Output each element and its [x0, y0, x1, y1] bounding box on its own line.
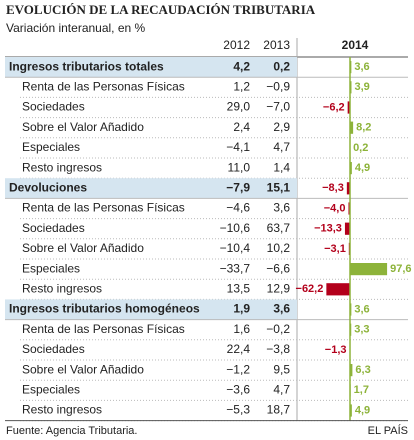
- cell: 3,6: [273, 201, 290, 215]
- cell: 18,7: [267, 403, 291, 417]
- column-header: 2014: [342, 38, 369, 52]
- row-label: Sobre el Valor Añadido: [22, 362, 144, 376]
- value-label: −4,0: [324, 202, 346, 214]
- cell: 4,2: [233, 59, 250, 73]
- cell: −5,3: [226, 403, 250, 417]
- value-label: 4,9: [355, 404, 370, 416]
- bar: [326, 283, 350, 296]
- value-label: −13,3: [314, 223, 342, 235]
- row-label: Sobre el Valor Añadido: [22, 120, 144, 134]
- section-label: Devoluciones: [9, 180, 87, 194]
- cell: 10,2: [267, 241, 291, 255]
- row-label: Resto ingresos: [22, 403, 102, 417]
- row-label: Resto ingresos: [22, 281, 102, 295]
- cell: −4,6: [226, 201, 250, 215]
- section-label: Ingresos tributarios homogéneos: [9, 302, 200, 316]
- section-band: [5, 57, 297, 78]
- cell: −10,6: [220, 221, 251, 235]
- cell: −7,9: [226, 180, 250, 194]
- section-band: [5, 178, 297, 199]
- bar: [347, 101, 350, 114]
- value-label: 3,9: [354, 81, 369, 93]
- cell: 11,0: [228, 160, 251, 174]
- cell: 3,6: [273, 302, 290, 316]
- title: EVOLUCIÓN DE LA RECAUDACIÓN TRIBUTARIA: [6, 2, 316, 17]
- row-label: Sociedades: [22, 342, 85, 356]
- row-label: Resto ingresos: [22, 160, 102, 174]
- bar: [348, 202, 350, 215]
- cell: 22,4: [227, 342, 251, 356]
- bar: [346, 182, 350, 195]
- row-label: Especiales: [22, 382, 80, 396]
- cell: −6,6: [266, 261, 290, 275]
- cell: −33,7: [220, 261, 251, 275]
- source: Fuente: Agencia Tributaria.: [6, 425, 137, 437]
- cell: 12,9: [267, 281, 291, 295]
- cell: 2,4: [233, 120, 250, 134]
- section-band: [5, 299, 297, 320]
- value-label: 3,6: [354, 61, 369, 73]
- bar: [350, 121, 354, 134]
- row-label: Renta de las Personas Físicas: [22, 79, 185, 93]
- value-label: −6,2: [323, 101, 345, 113]
- cell: 1,2: [233, 79, 250, 93]
- column-header: 2012: [223, 38, 250, 52]
- cell: −3,6: [226, 382, 250, 396]
- cell: 1,9: [233, 302, 250, 316]
- value-label: −1,3: [325, 344, 347, 356]
- value-label: 0,2: [353, 142, 368, 154]
- cell: 13,5: [227, 281, 251, 295]
- subtitle: Variación interanual, en %: [6, 21, 146, 35]
- cell: −3,8: [266, 342, 290, 356]
- value-label: 3,3: [354, 324, 369, 336]
- value-label: 3,6: [354, 303, 369, 315]
- row-label: Sociedades: [22, 221, 85, 235]
- cell: 4,7: [273, 140, 290, 154]
- cell: −0,9: [266, 79, 290, 93]
- bar: [350, 263, 388, 276]
- cell: −7,0: [266, 100, 290, 114]
- value-label: 4,9: [355, 162, 370, 174]
- cell: −10,4: [220, 241, 251, 255]
- cell: 29,0: [227, 100, 251, 114]
- cell: 63,7: [267, 221, 291, 235]
- row-label: Especiales: [22, 140, 80, 154]
- row-label: Especiales: [22, 261, 80, 275]
- cell: 1,4: [273, 160, 290, 174]
- bar: [350, 162, 352, 175]
- bar: [344, 222, 350, 235]
- row-label: Sociedades: [22, 100, 85, 114]
- cell: −1,2: [226, 362, 250, 376]
- cell: −4,1: [226, 140, 250, 154]
- cell: 4,7: [273, 382, 290, 396]
- value-label: 6,3: [355, 364, 370, 376]
- cell: −0,2: [266, 322, 290, 336]
- cell: 9,5: [273, 362, 290, 376]
- cell: 15,1: [267, 180, 291, 194]
- brand: EL PAÍS: [368, 424, 408, 437]
- cell: 1,6: [233, 322, 250, 336]
- section-label: Ingresos tributarios totales: [9, 59, 164, 73]
- value-label: 97,6: [390, 263, 411, 275]
- row-label: Sobre el Valor Añadido: [22, 241, 144, 255]
- value-label: −8,3: [322, 182, 344, 194]
- bar: [350, 364, 353, 377]
- cell: 0,2: [273, 59, 290, 73]
- value-label: 8,2: [356, 122, 371, 134]
- bar: [350, 404, 352, 417]
- value-label: 1,7: [354, 384, 369, 396]
- cell: 2,9: [273, 120, 290, 134]
- value-label: −3,1: [324, 243, 346, 255]
- column-header: 2013: [263, 38, 290, 52]
- value-label: −62,2: [296, 283, 324, 295]
- row-label: Renta de las Personas Físicas: [22, 322, 185, 336]
- row-label: Renta de las Personas Físicas: [22, 201, 185, 215]
